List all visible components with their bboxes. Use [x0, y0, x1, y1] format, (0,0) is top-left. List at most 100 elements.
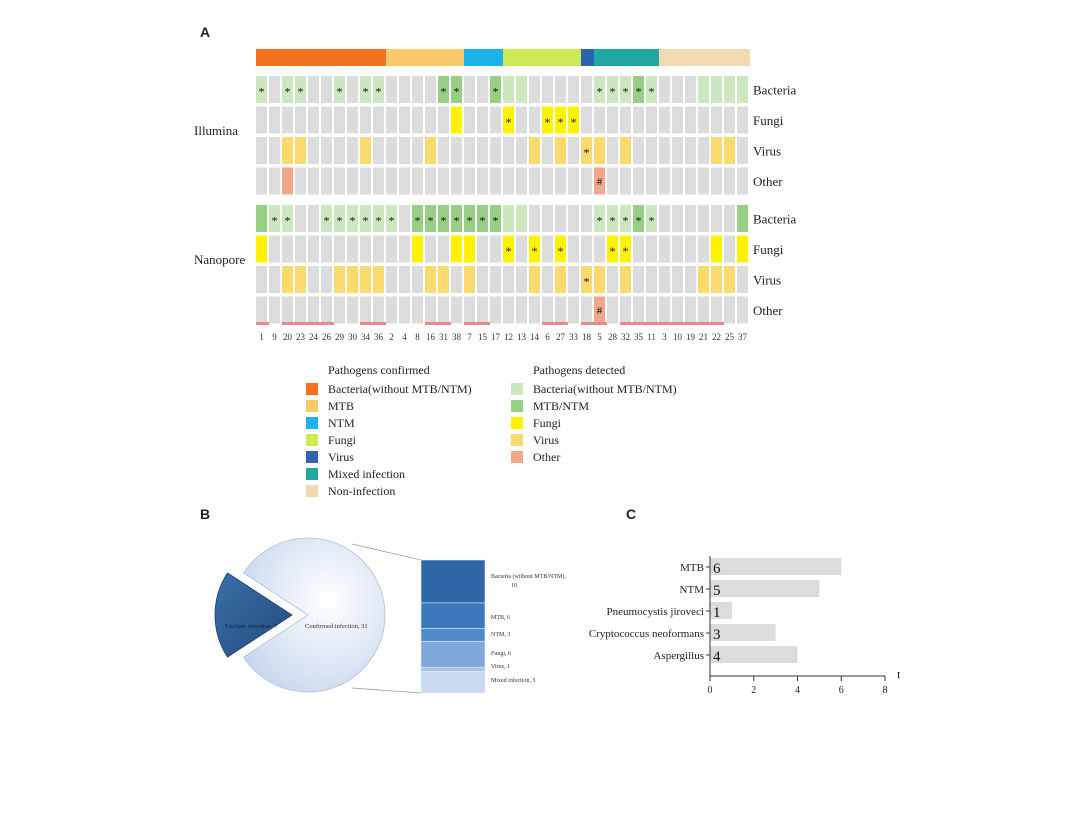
legend-item-label: Mixed infection — [328, 467, 405, 481]
heatmap-cell — [737, 137, 748, 164]
detection-star: * — [480, 214, 486, 228]
heatmap-cell — [568, 266, 579, 293]
sample-underline — [282, 322, 295, 325]
heatmap-cell — [282, 76, 293, 103]
detection-star: * — [454, 85, 460, 99]
heatmap-cell — [607, 167, 618, 195]
sample-id-label: 7 — [467, 332, 472, 342]
heatmap-cell — [685, 137, 696, 164]
heatmap-cell — [282, 137, 293, 164]
detection-star: * — [428, 214, 434, 228]
sample-underline — [425, 322, 438, 325]
heatmap-cell — [464, 137, 475, 164]
heatmap-cell — [438, 137, 449, 164]
heatmap-cell — [620, 205, 631, 232]
heatmap-cell — [399, 137, 410, 164]
sample-id-label: 16 — [426, 332, 436, 342]
heatmap-cell — [516, 106, 527, 134]
heatmap-cell — [568, 205, 579, 232]
heatmap-cell — [477, 106, 488, 134]
heatmap-cell — [451, 106, 462, 134]
connector-line — [351, 543, 422, 561]
heatmap-cell — [724, 167, 735, 195]
heatmap-cell — [269, 235, 280, 263]
heatmap-cell — [438, 266, 449, 293]
sample-id-label: 30 — [348, 332, 358, 342]
heatmap-cell — [399, 167, 410, 195]
heatmap-cell — [594, 137, 605, 164]
heatmap-cell — [451, 235, 462, 263]
heatmap-cell — [399, 106, 410, 134]
heatmap-cell — [321, 167, 332, 195]
legend-item-label: NTM — [328, 416, 355, 430]
x-tick-label: 0 — [708, 685, 713, 696]
sample-id-label: 18 — [582, 332, 592, 342]
heatmap-cell — [451, 296, 462, 324]
heatmap-cell — [594, 235, 605, 263]
breakdown-label: Fungi, 6 — [491, 651, 511, 657]
heatmap-cell — [282, 296, 293, 324]
platform-label-illumina: Illumina — [194, 123, 238, 138]
heatmap-cell — [568, 235, 579, 263]
row-label-fungi: Fungi — [753, 113, 784, 128]
heatmap-cell — [594, 106, 605, 134]
sample-id-label: 14 — [530, 332, 540, 342]
detection-star: * — [272, 214, 278, 228]
heatmap-cell — [646, 76, 657, 103]
sample-underline — [685, 322, 698, 325]
heatmap-cell — [321, 235, 332, 263]
heatmap-cell — [477, 266, 488, 293]
heatmap-cell — [412, 296, 423, 324]
legend-swatch — [306, 417, 318, 429]
sample-id-label: 21 — [699, 332, 708, 342]
heatmap-cell — [529, 137, 540, 164]
sample-id-label: 37 — [738, 332, 748, 342]
heatmap-cell — [633, 106, 644, 134]
heatmap-cell — [685, 167, 696, 195]
heatmap-cell — [685, 235, 696, 263]
heatmap-cell — [464, 266, 475, 293]
heatmap-cell — [334, 106, 345, 134]
bar — [710, 602, 732, 619]
sample-underline — [698, 322, 711, 325]
sample-id-label: 31 — [439, 332, 448, 342]
heatmap-cell — [425, 235, 436, 263]
sample-id-label: 2 — [389, 332, 394, 342]
heatmap-cell — [399, 205, 410, 232]
heatmap-cell — [269, 296, 280, 324]
row-label-bacteria: Bacteria — [753, 212, 797, 227]
heatmap-cell — [620, 137, 631, 164]
heatmap-cell — [594, 205, 605, 232]
detection-star: * — [571, 115, 577, 129]
heatmap-cell — [308, 205, 319, 232]
heatmap-cell — [425, 205, 436, 232]
heatmap-cell — [607, 137, 618, 164]
heatmap-cell — [308, 76, 319, 103]
heatmap-cell — [633, 205, 644, 232]
sample-underline — [633, 322, 646, 325]
sample-underline — [646, 322, 659, 325]
heatmap-cell — [698, 205, 709, 232]
heatmap-cell — [737, 296, 748, 324]
heatmap-cell — [451, 205, 462, 232]
heatmap-cell — [594, 167, 605, 195]
heatmap-cell — [724, 296, 735, 324]
heatmap-cell — [555, 235, 566, 263]
breakdown-label: MTB, 6 — [491, 615, 510, 621]
heatmap-cell — [581, 296, 592, 324]
heatmap-cell — [399, 76, 410, 103]
legend-item-label: Fungi — [328, 433, 357, 447]
heatmap-cell — [490, 167, 501, 195]
heatmap-cell — [737, 266, 748, 293]
heatmap-cell — [464, 167, 475, 195]
sample-id-label: 35 — [634, 332, 644, 342]
heatmap-cell — [321, 205, 332, 232]
heatmap-cell — [711, 137, 722, 164]
heatmap-cell — [373, 235, 384, 263]
heatmap-cell — [529, 76, 540, 103]
legend-item-label: Virus — [328, 450, 354, 464]
heatmap-cell — [412, 137, 423, 164]
heatmap-cell — [490, 205, 501, 232]
heatmap-cell — [607, 106, 618, 134]
heatmap-cell — [321, 296, 332, 324]
